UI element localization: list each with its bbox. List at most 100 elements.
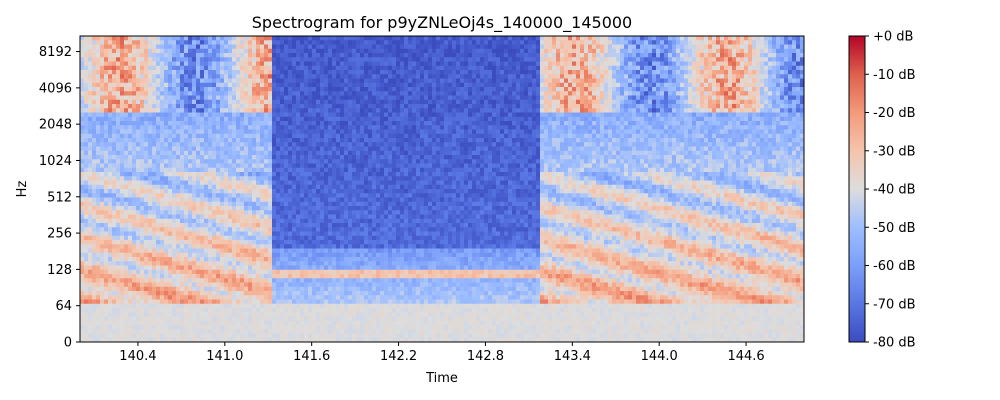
spectrogram-cell xyxy=(272,167,277,173)
spectrogram-cell xyxy=(100,176,105,182)
spectrogram-cell xyxy=(244,291,249,296)
spectrogram-cell xyxy=(96,206,101,211)
spectrogram-cell xyxy=(184,133,189,139)
spectrogram-cell xyxy=(164,193,169,199)
spectrogram-cell xyxy=(252,108,257,114)
spectrogram-cell xyxy=(148,155,153,160)
spectrogram-cell xyxy=(268,155,273,160)
spectrogram-cell xyxy=(308,180,313,186)
spectrogram-cell xyxy=(288,61,293,67)
spectrogram-cell xyxy=(232,197,237,203)
spectrogram-cell xyxy=(188,252,193,258)
spectrogram-cell xyxy=(152,172,157,177)
spectrogram-cell xyxy=(120,163,125,169)
spectrogram-cell xyxy=(240,333,245,339)
spectrogram-cell xyxy=(184,150,189,156)
spectrogram-cell xyxy=(308,78,313,84)
spectrogram-cell xyxy=(120,172,125,177)
spectrogram-cell xyxy=(320,57,325,63)
spectrogram-cell xyxy=(172,223,177,228)
spectrogram-cell xyxy=(192,299,197,305)
spectrogram-cell xyxy=(280,214,285,220)
spectrogram-cell xyxy=(256,218,261,224)
spectrogram-cell xyxy=(220,176,225,182)
spectrogram-cell xyxy=(200,82,205,88)
spectrogram-cell xyxy=(176,36,181,41)
spectrogram-cell xyxy=(152,184,157,190)
spectrogram-cell xyxy=(276,257,281,262)
spectrogram-cell xyxy=(332,172,337,177)
spectrogram-cell xyxy=(232,70,237,75)
spectrogram-cell xyxy=(236,274,241,279)
spectrogram-cell xyxy=(252,235,257,241)
spectrogram-cell xyxy=(144,223,149,228)
spectrogram-cell xyxy=(248,316,253,322)
spectrogram-cell xyxy=(340,189,345,194)
spectrogram-cell xyxy=(168,337,173,342)
spectrogram-cell xyxy=(124,74,129,80)
spectrogram-cell xyxy=(232,214,237,220)
spectrogram-cell xyxy=(164,74,169,80)
spectrogram-cell xyxy=(200,252,205,258)
spectrogram-cell xyxy=(260,70,265,75)
spectrogram-cell xyxy=(96,48,101,54)
spectrogram-cell xyxy=(80,121,85,126)
spectrogram-cell xyxy=(248,138,253,143)
spectrogram-cell xyxy=(192,201,197,207)
spectrogram-cell xyxy=(208,82,213,88)
spectrogram-cell xyxy=(308,333,313,339)
spectrogram-cell xyxy=(104,180,109,186)
spectrogram-cell xyxy=(188,197,193,203)
spectrogram-cell xyxy=(316,61,321,67)
spectrogram-cell xyxy=(96,218,101,224)
spectrogram-cell xyxy=(224,312,229,318)
spectrogram-cell xyxy=(92,197,97,203)
spectrogram-cell xyxy=(340,291,345,296)
spectrogram-cell xyxy=(220,74,225,80)
spectrogram-cell xyxy=(316,121,321,126)
spectrogram-cell xyxy=(188,138,193,143)
spectrogram-cell xyxy=(80,36,85,41)
spectrogram-cell xyxy=(176,248,181,254)
spectrogram-cell xyxy=(128,108,133,114)
spectrogram-cell xyxy=(268,53,273,58)
spectrogram-cell xyxy=(88,176,93,182)
spectrogram-cell xyxy=(136,316,141,322)
spectrogram-cell xyxy=(208,116,213,122)
spectrogram-cell xyxy=(280,121,285,126)
spectrogram-cell xyxy=(192,295,197,301)
spectrogram-cell xyxy=(220,125,225,131)
spectrogram-cell xyxy=(96,142,101,148)
spectrogram-cell xyxy=(148,36,153,41)
spectrogram-cell xyxy=(248,261,253,267)
spectrogram-cell xyxy=(284,163,289,169)
spectrogram-cell xyxy=(80,146,85,152)
spectrogram-cell xyxy=(208,150,213,156)
spectrogram-cell xyxy=(216,299,221,305)
spectrogram-cell xyxy=(148,337,153,342)
spectrogram-cell xyxy=(216,53,221,58)
spectrogram-cell xyxy=(228,82,233,88)
spectrogram-cell xyxy=(236,282,241,288)
spectrogram-cell xyxy=(84,244,89,250)
spectrogram-heatmap xyxy=(80,36,804,342)
spectrogram-cell xyxy=(352,155,357,160)
spectrogram-cell xyxy=(84,337,89,342)
spectrogram-cell xyxy=(116,99,121,105)
spectrogram-cell xyxy=(116,218,121,224)
spectrogram-cell xyxy=(148,325,153,330)
spectrogram-cell xyxy=(196,218,201,224)
spectrogram-cell xyxy=(180,142,185,148)
spectrogram-cell xyxy=(224,133,229,139)
spectrogram-cell xyxy=(236,74,241,80)
spectrogram-cell xyxy=(120,257,125,262)
spectrogram-cell xyxy=(332,282,337,288)
spectrogram-cell xyxy=(204,252,209,258)
spectrogram-cell xyxy=(256,235,261,241)
spectrogram-cell xyxy=(212,57,217,63)
spectrogram-cell xyxy=(172,150,177,156)
spectrogram-cell xyxy=(168,295,173,301)
spectrogram-cell xyxy=(240,189,245,194)
spectrogram-cell xyxy=(160,146,165,152)
spectrogram-cell xyxy=(112,312,117,318)
